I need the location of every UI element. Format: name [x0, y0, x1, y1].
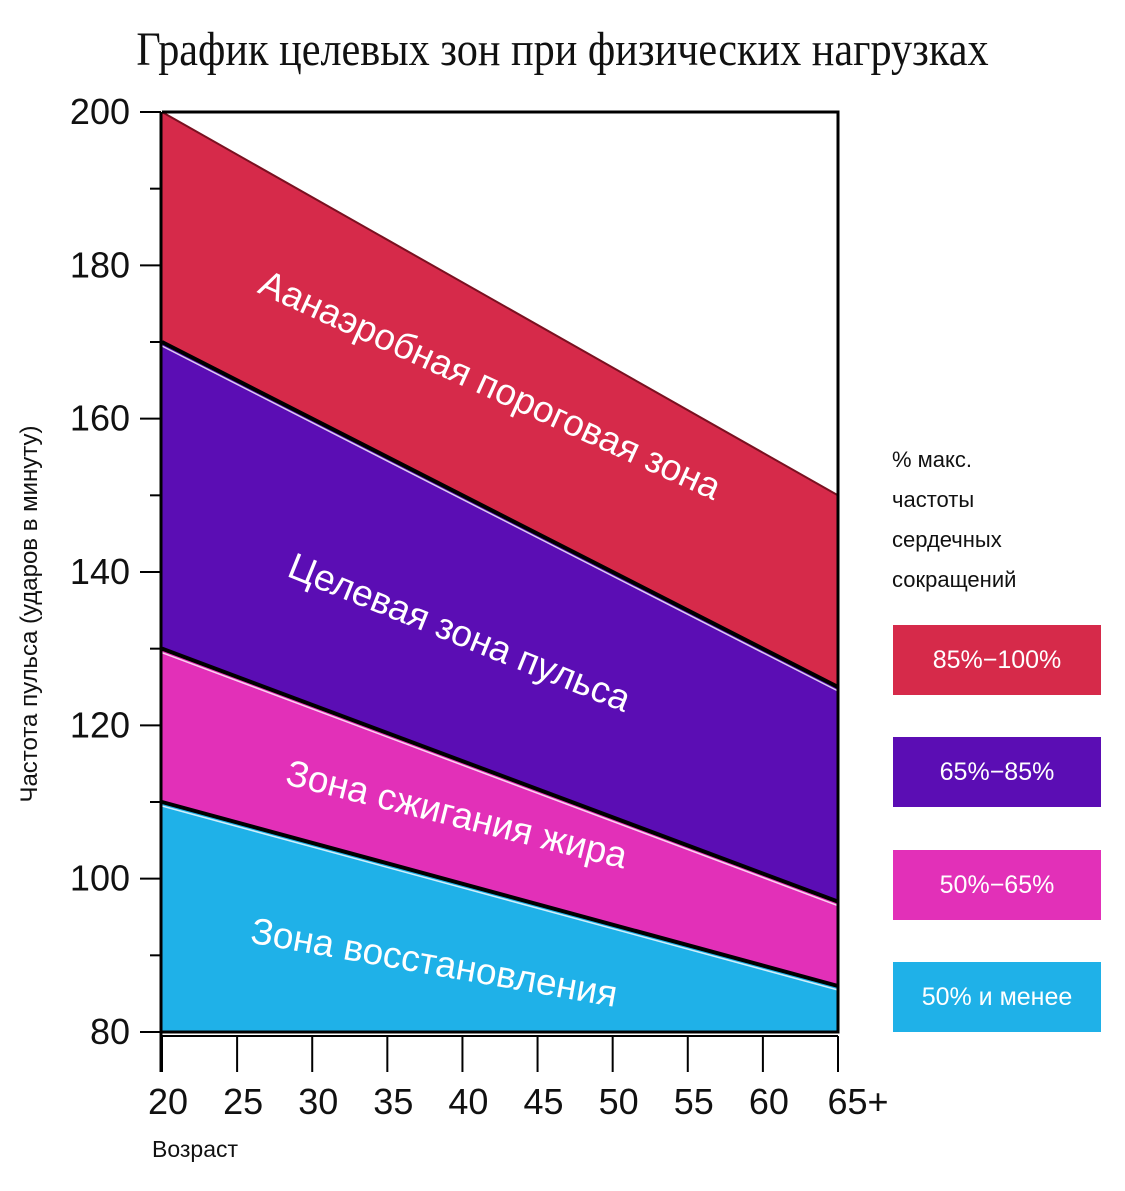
zone-boundary-highlight: [161, 805, 839, 991]
legend-item-target: 65%−85%: [893, 737, 1101, 807]
zone-boundary-line: [161, 111, 839, 497]
zone-boundary-highlight: [161, 651, 839, 907]
x-tick-label: 45: [524, 1081, 564, 1122]
y-tick-label: 180: [70, 244, 130, 285]
x-tick-label: 60: [749, 1081, 789, 1122]
y-tick-label: 100: [70, 858, 130, 899]
zone-area: [162, 112, 838, 687]
x-tick-label: 30: [298, 1081, 338, 1122]
legend-item-fat-burn: 50%−65%: [893, 850, 1101, 920]
y-tick-label: 80: [90, 1011, 130, 1052]
legend-item-label: 50%−65%: [939, 870, 1055, 899]
zone-area: [162, 802, 838, 1032]
zone-boundary-highlight: [161, 345, 839, 692]
legend-title-line: частоты: [892, 487, 975, 512]
y-tick-label: 160: [70, 398, 130, 439]
x-tick-label: 55: [674, 1081, 714, 1122]
x-tick-label: 65+: [827, 1081, 888, 1122]
zone-area: [162, 648, 838, 986]
chart-title: График целевых зон при физических нагруз…: [136, 23, 989, 76]
y-axis-label: Частота пульса (ударов в минуту): [16, 425, 43, 803]
y-tick-label: 120: [70, 704, 130, 745]
legend-item-label: 65%−85%: [939, 757, 1055, 786]
legend-title: % макс. частоты сердечных сокращений: [892, 440, 1102, 600]
zone-boundary-line: [161, 646, 839, 904]
y-tick-label: 200: [70, 91, 130, 132]
legend-item-label: 85%−100%: [932, 645, 1062, 674]
x-tick-label: 35: [373, 1081, 413, 1122]
plot-frame: [162, 110, 840, 1034]
zone-area: [162, 342, 838, 902]
x-tick-label: 40: [448, 1081, 488, 1122]
legend-item-anaerobic: 85%−100%: [893, 625, 1101, 695]
legend-title-line: сокращений: [892, 567, 1017, 592]
x-tick-label: 50: [599, 1081, 639, 1122]
legend-title-line: сердечных: [892, 527, 1002, 552]
zone-boundary-line: [161, 800, 839, 988]
legend-title-line: % макс.: [892, 447, 973, 472]
y-tick-label: 140: [70, 551, 130, 592]
legend-item-label: 50% и менее: [921, 982, 1073, 1011]
x-tick-label: 25: [223, 1081, 263, 1122]
zone-boundary-line: [161, 340, 839, 689]
x-axis-label: Возраст: [152, 1136, 239, 1162]
legend-item-recovery: 50% и менее: [893, 962, 1101, 1032]
x-tick-label: 20: [148, 1081, 188, 1122]
